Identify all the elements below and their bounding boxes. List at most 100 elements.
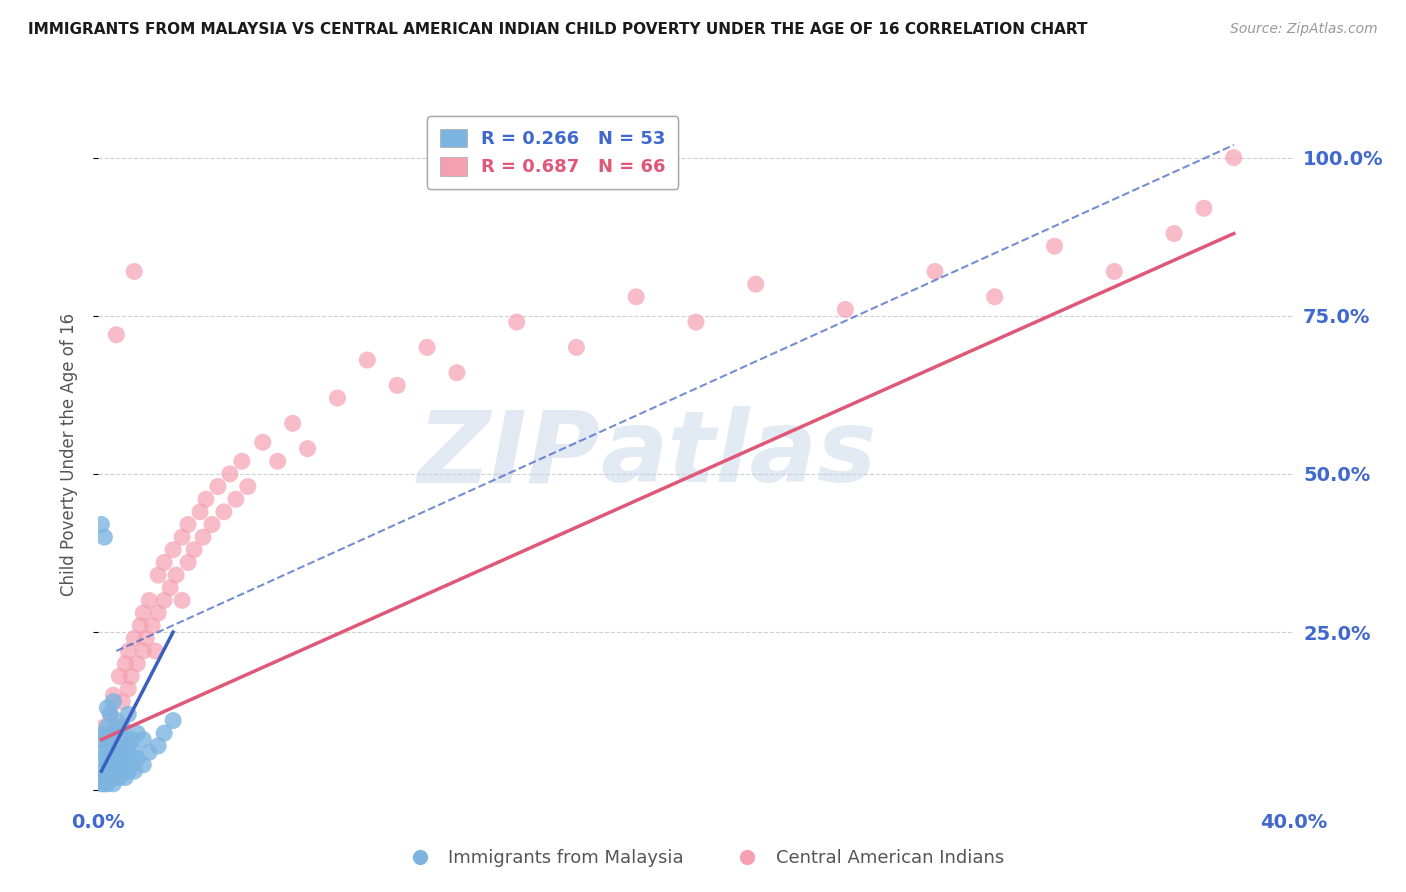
- Legend: Immigrants from Malaysia, Central American Indians: Immigrants from Malaysia, Central Americ…: [394, 842, 1012, 874]
- Point: [132, 644, 155, 658]
- Point: [326, 391, 349, 405]
- Text: IMMIGRANTS FROM MALAYSIA VS CENTRAL AMERICAN INDIAN CHILD POVERTY UNDER THE AGE : IMMIGRANTS FROM MALAYSIA VS CENTRAL AMER…: [28, 22, 1088, 37]
- Point: [165, 568, 187, 582]
- Point: [225, 492, 247, 507]
- Point: [93, 530, 115, 544]
- Point: [297, 442, 319, 456]
- Point: [281, 417, 304, 431]
- Point: [103, 745, 125, 759]
- Point: [114, 751, 136, 765]
- Point: [138, 745, 160, 759]
- Point: [153, 593, 176, 607]
- Point: [93, 764, 115, 779]
- Point: [90, 517, 112, 532]
- Point: [148, 739, 170, 753]
- Point: [114, 732, 136, 747]
- Point: [138, 593, 160, 607]
- Point: [924, 264, 946, 278]
- Text: ZIP: ZIP: [418, 407, 600, 503]
- Point: [135, 632, 157, 646]
- Point: [96, 739, 118, 753]
- Point: [148, 606, 170, 620]
- Point: [111, 720, 134, 734]
- Point: [93, 745, 115, 759]
- Point: [103, 695, 125, 709]
- Point: [105, 714, 128, 728]
- Point: [98, 707, 122, 722]
- Point: [117, 739, 139, 753]
- Point: [132, 757, 155, 772]
- Point: [124, 745, 146, 759]
- Point: [103, 688, 125, 702]
- Point: [98, 732, 122, 747]
- Point: [127, 751, 149, 765]
- Point: [90, 751, 112, 765]
- Point: [143, 644, 166, 658]
- Point: [108, 751, 131, 765]
- Point: [117, 681, 139, 696]
- Point: [132, 606, 155, 620]
- Point: [120, 732, 142, 747]
- Point: [745, 277, 768, 292]
- Point: [120, 669, 142, 683]
- Text: Source: ZipAtlas.com: Source: ZipAtlas.com: [1230, 22, 1378, 37]
- Point: [191, 530, 214, 544]
- Point: [685, 315, 707, 329]
- Point: [90, 771, 112, 785]
- Point: [96, 771, 118, 785]
- Point: [984, 290, 1007, 304]
- Point: [1192, 201, 1215, 215]
- Point: [1104, 264, 1126, 278]
- Point: [132, 732, 155, 747]
- Point: [108, 726, 131, 740]
- Point: [1163, 227, 1185, 241]
- Point: [127, 726, 149, 740]
- Point: [231, 454, 253, 468]
- Point: [120, 757, 142, 772]
- Point: [162, 542, 184, 557]
- Point: [96, 757, 118, 772]
- Point: [111, 695, 134, 709]
- Point: [565, 340, 588, 354]
- Point: [103, 726, 125, 740]
- Point: [108, 771, 131, 785]
- Point: [96, 777, 118, 791]
- Point: [98, 707, 122, 722]
- Point: [1223, 151, 1246, 165]
- Point: [124, 764, 146, 779]
- Point: [105, 771, 128, 785]
- Point: [267, 454, 290, 468]
- Point: [177, 556, 200, 570]
- Point: [207, 479, 229, 493]
- Point: [153, 726, 176, 740]
- Point: [183, 542, 205, 557]
- Point: [141, 618, 163, 632]
- Point: [124, 264, 146, 278]
- Point: [212, 505, 235, 519]
- Point: [96, 732, 118, 747]
- Point: [188, 505, 211, 519]
- Point: [834, 302, 856, 317]
- Point: [506, 315, 529, 329]
- Point: [105, 720, 128, 734]
- Point: [98, 751, 122, 765]
- Point: [90, 777, 112, 791]
- Point: [446, 366, 468, 380]
- Point: [111, 764, 134, 779]
- Point: [195, 492, 218, 507]
- Point: [153, 556, 176, 570]
- Point: [93, 777, 115, 791]
- Point: [93, 726, 115, 740]
- Y-axis label: Child Poverty Under the Age of 16: Child Poverty Under the Age of 16: [59, 313, 77, 597]
- Point: [252, 435, 274, 450]
- Point: [108, 669, 131, 683]
- Point: [96, 701, 118, 715]
- Point: [1043, 239, 1066, 253]
- Point: [105, 327, 128, 342]
- Point: [117, 764, 139, 779]
- Point: [96, 720, 118, 734]
- Point: [177, 517, 200, 532]
- Point: [148, 568, 170, 582]
- Point: [172, 530, 194, 544]
- Point: [172, 593, 194, 607]
